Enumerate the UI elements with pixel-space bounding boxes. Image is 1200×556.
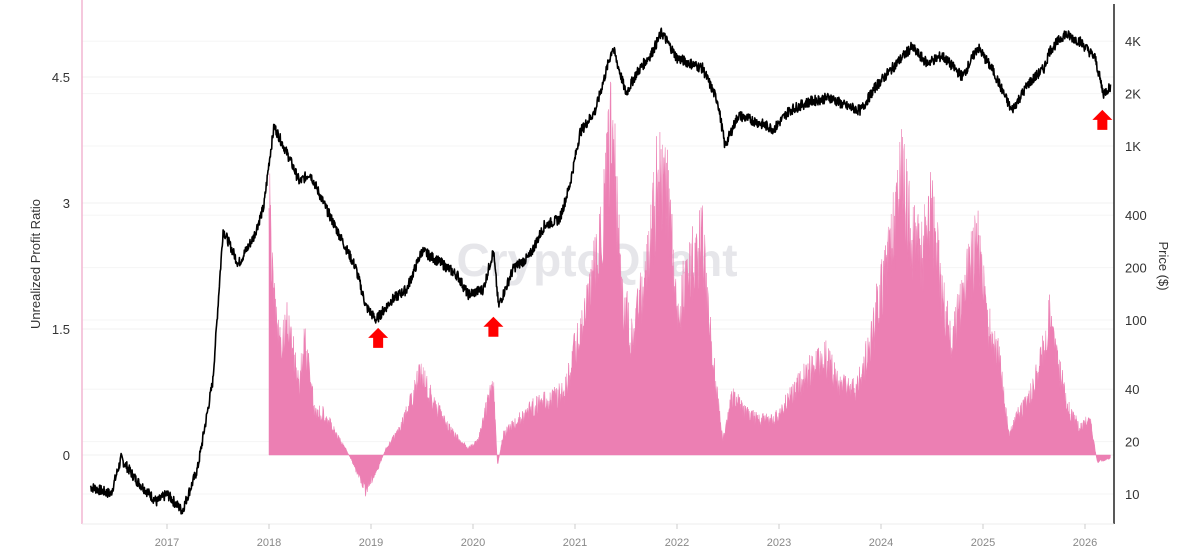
right-tick-label: 100 xyxy=(1125,313,1147,328)
x-tick-label: 2019 xyxy=(359,537,383,549)
left-tick-label: 4.5 xyxy=(52,70,70,85)
right-tick-label: 1K xyxy=(1125,139,1141,154)
right-tick-label: 200 xyxy=(1125,261,1147,276)
right-tick-label: 2K xyxy=(1125,87,1141,102)
right-tick-label: 20 xyxy=(1125,435,1139,450)
x-tick-label: 2021 xyxy=(563,537,587,549)
left-axis-label: Unrealized Profit Ratio xyxy=(28,199,43,329)
price-line xyxy=(89,27,1112,515)
x-tick-label: 2020 xyxy=(461,537,485,549)
x-tick-label: 2026 xyxy=(1073,537,1097,549)
right-axis-ticks: 10 20 40 100 200 400 1K 2K 4K xyxy=(1125,34,1147,502)
left-tick-label: 1.5 xyxy=(52,322,70,337)
left-axis-ticks: 0 1.5 3 4.5 xyxy=(52,70,70,463)
x-axis-ticks: 2017 2018 2019 2020 2021 2022 2023 2024 2025 2026 xyxy=(155,524,1097,549)
annotations xyxy=(368,109,1113,348)
x-tick-label: 2024 xyxy=(869,537,893,549)
right-tick-label: 40 xyxy=(1125,382,1139,397)
x-tick-label: 2022 xyxy=(665,537,689,549)
right-tick-label: 4K xyxy=(1125,34,1141,49)
x-tick-label: 2018 xyxy=(257,537,281,549)
x-tick-label: 2023 xyxy=(767,537,791,549)
left-tick-label: 0 xyxy=(63,448,70,463)
right-tick-label: 400 xyxy=(1125,208,1147,223)
left-tick-label: 3 xyxy=(63,196,70,211)
right-axis-label: Price ($) xyxy=(1156,241,1171,290)
x-tick-label: 2017 xyxy=(155,537,179,549)
red-arrow-up-icon xyxy=(1092,109,1113,130)
red-arrow-up-icon xyxy=(368,327,389,348)
unrealized-profit-ratio-area xyxy=(268,81,1111,497)
x-tick-label: 2025 xyxy=(971,537,995,549)
right-tick-label: 10 xyxy=(1125,487,1139,502)
red-arrow-up-icon xyxy=(483,316,504,337)
